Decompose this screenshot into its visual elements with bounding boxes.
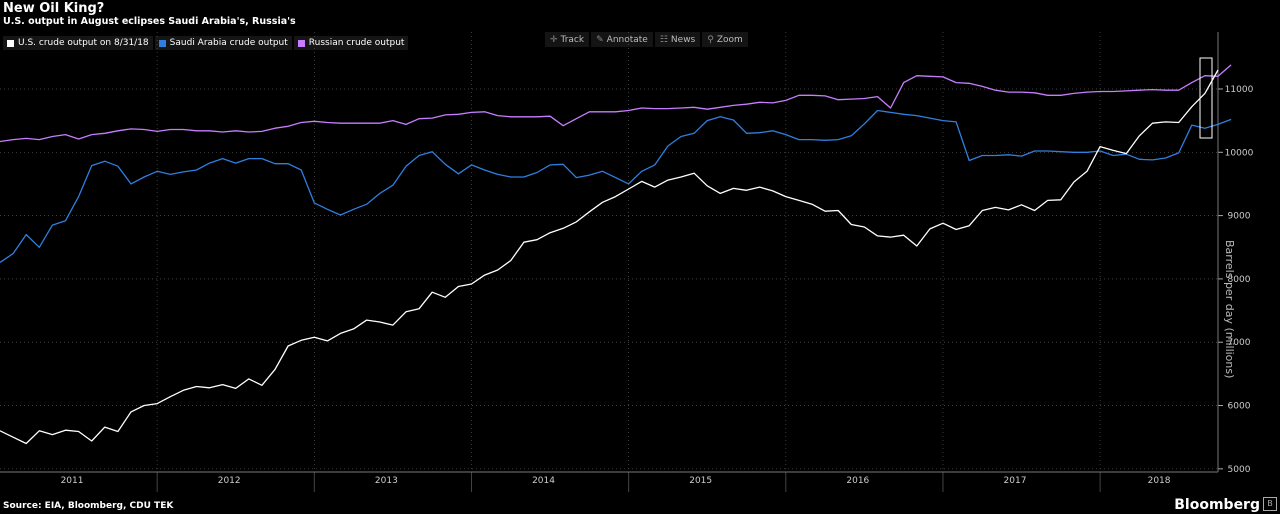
legend-label-saudi: Saudi Arabia crude output [169,38,288,48]
series-line-russia[interactable] [0,64,1232,143]
annotate-label: Annotate [606,34,648,45]
y-tick-label: 10000 [1225,148,1254,158]
legend-swatch-russia [297,39,305,47]
x-tick-label: 2011 [61,476,84,486]
x-tick-label: 2018 [1148,476,1171,486]
zoom-button[interactable]: ⚲ Zoom [702,32,748,47]
y-tick-label: 11000 [1225,85,1254,95]
track-button[interactable]: ✛ Track [545,32,590,47]
track-label: Track [560,34,585,45]
legend-item-saudi[interactable]: Saudi Arabia crude output [154,36,292,50]
legend-swatch-us [7,39,14,47]
legend-label-russia: Russian crude output [308,38,405,48]
legend-item-russia[interactable]: Russian crude output [293,36,409,50]
magnifier-icon: ⚲ [707,34,714,45]
y-axis: 5000 6000 7000 8000 9000 10000 11000 [1217,32,1254,475]
annotate-button[interactable]: ✎ Annotate [591,32,653,47]
x-axis: 2011 2012 2013 2014 2015 2016 2017 2018 [0,471,1218,492]
zoom-label: Zoom [716,34,743,45]
y-tick-label: 6000 [1228,402,1251,412]
x-tick-label: 2016 [846,476,869,486]
crosshair-icon: ✛ [550,34,558,45]
source-note: Source: EIA, Bloomberg, CDU TEK [3,501,174,511]
x-tick-label: 2015 [689,476,712,486]
y-tick-label: 8000 [1228,275,1251,285]
grid [0,32,1218,472]
news-button[interactable]: ☷ News [654,32,701,47]
y-tick-label: 5000 [1228,465,1251,475]
news-icon: ☷ [659,34,668,45]
x-tick-label: 2012 [218,476,241,486]
series-lines [0,64,1232,445]
legend-item-us[interactable]: U.S. crude output on 8/31/18 [3,36,153,50]
chart-title: New Oil King? [3,1,105,16]
y-axis-label: Barrels per day (millions) [1223,240,1236,379]
x-tick-label: 2013 [375,476,398,486]
bloomberg-logo: Bloomberg [1174,497,1260,513]
y-tick-label: 9000 [1228,212,1251,222]
pencil-icon: ✎ [596,34,604,45]
brand-badge-icon: B [1263,497,1277,511]
news-label: News [670,34,696,45]
series-line-us[interactable] [0,69,1219,445]
legend-label-us: U.S. crude output on 8/31/18 [18,38,149,48]
chart-toolbar: ✛ Track ✎ Annotate ☷ News ⚲ Zoom [545,32,748,47]
chart-subtitle: U.S. output in August eclipses Saudi Ara… [3,16,296,27]
x-tick-label: 2017 [1004,476,1027,486]
x-tick-label: 2014 [532,476,555,486]
legend: U.S. crude output on 8/31/18 Saudi Arabi… [3,36,409,50]
latest-highlight-box [1199,57,1213,139]
legend-swatch-saudi [158,39,166,47]
y-tick-label: 7000 [1228,338,1251,348]
series-line-saudi-arabia[interactable] [0,109,1232,263]
